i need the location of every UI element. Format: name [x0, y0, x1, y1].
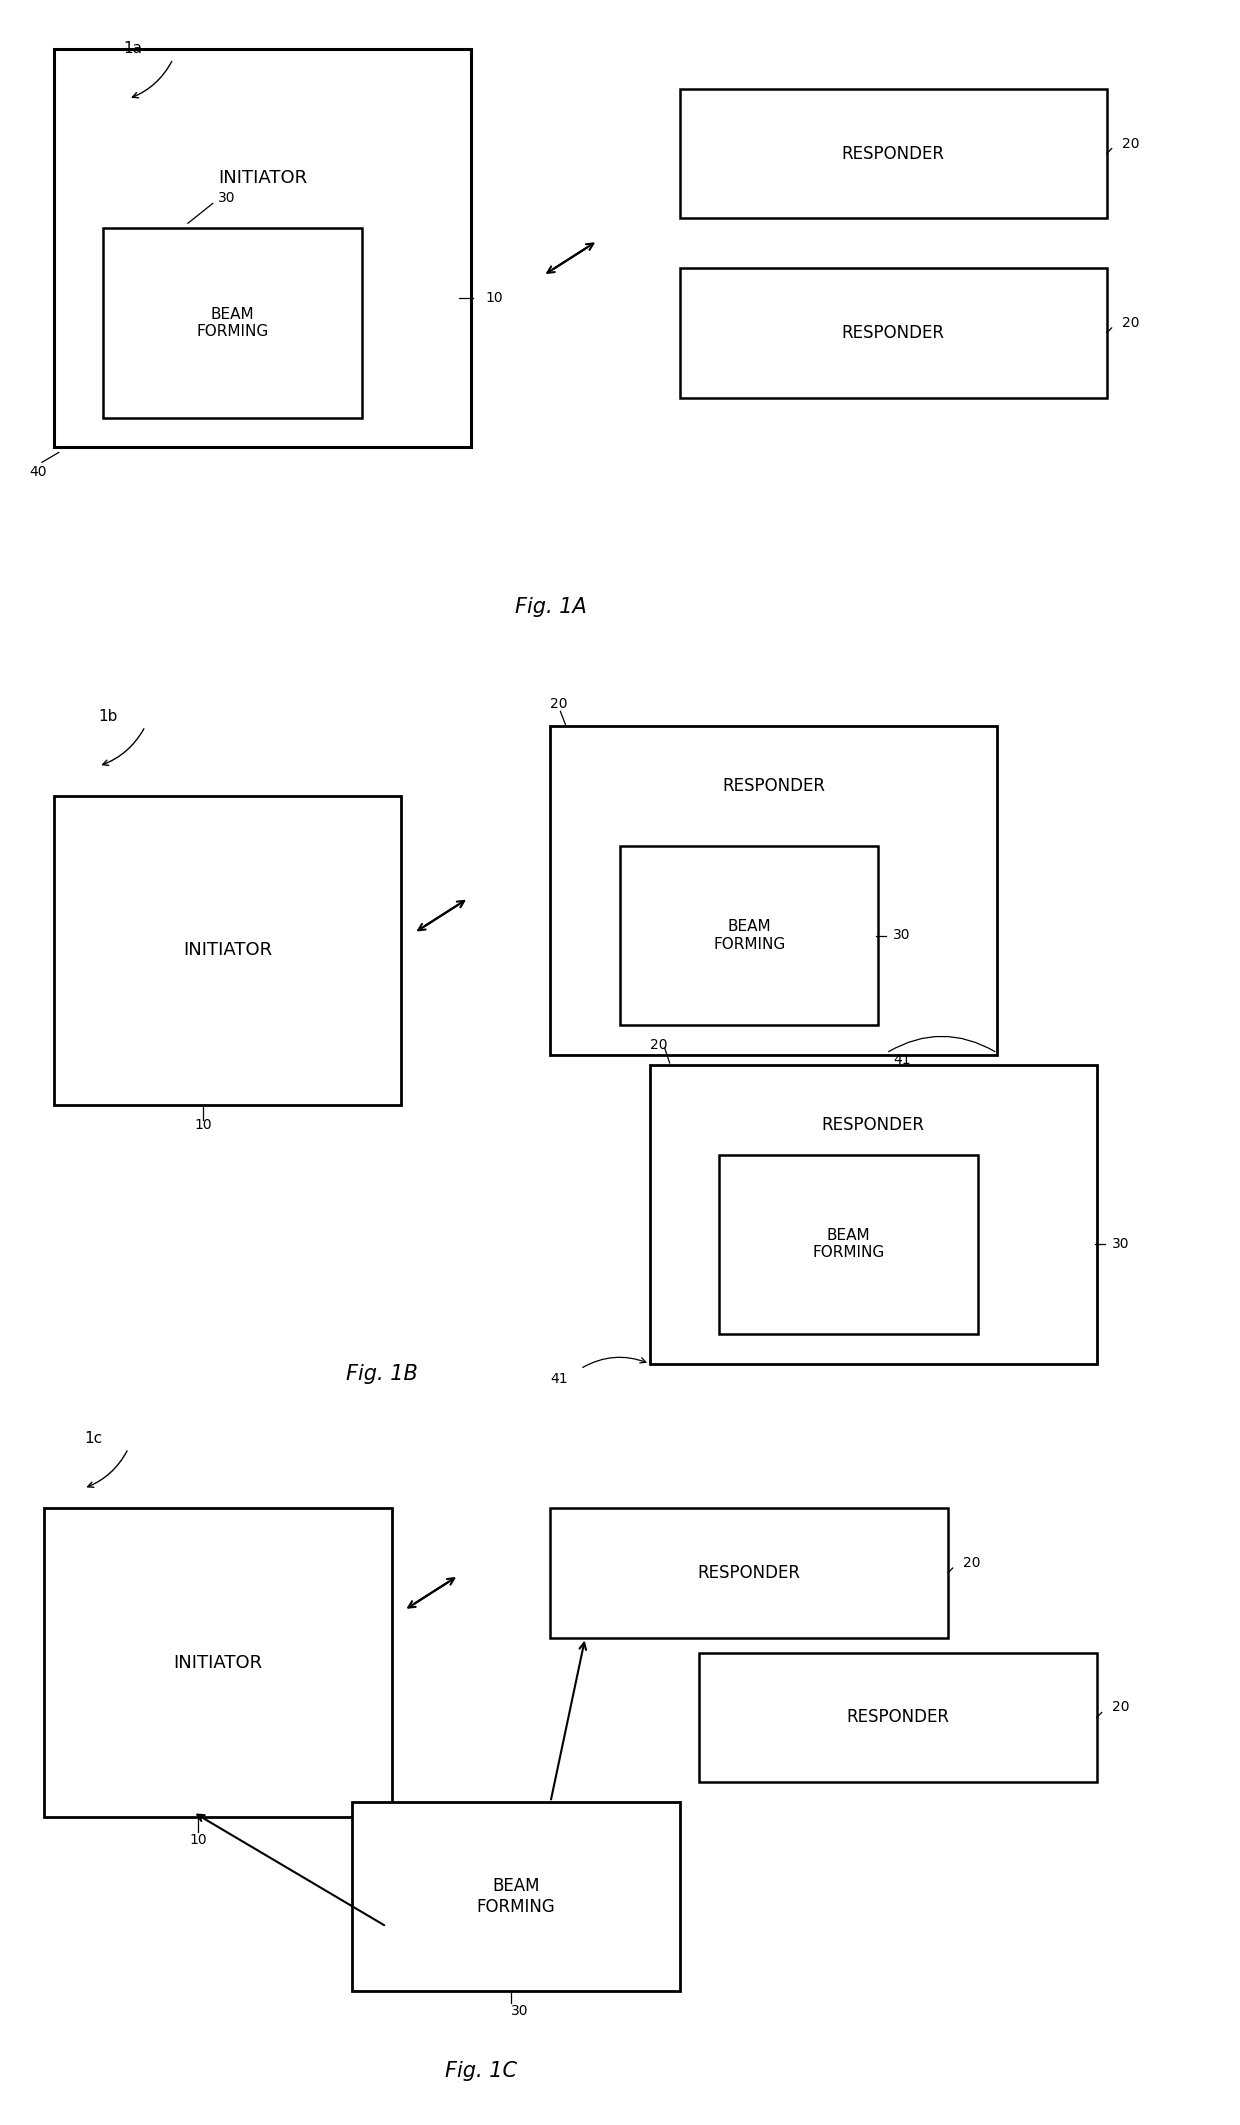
Text: 20: 20 — [1122, 136, 1140, 151]
Text: 10: 10 — [486, 291, 503, 306]
Bar — [43, 1509, 392, 1817]
Bar — [53, 797, 402, 1105]
Text: 41: 41 — [551, 1373, 568, 1386]
Text: 20: 20 — [650, 1039, 667, 1052]
Bar — [719, 1154, 977, 1334]
Text: BEAM
FORMING: BEAM FORMING — [812, 1228, 884, 1260]
Text: 20: 20 — [1112, 1700, 1130, 1715]
Text: BEAM
FORMING: BEAM FORMING — [713, 920, 785, 952]
Bar — [680, 89, 1107, 219]
Text: 1b: 1b — [99, 710, 118, 725]
Bar — [699, 1653, 1096, 1783]
Bar — [352, 1802, 680, 1991]
Text: 30: 30 — [1112, 1237, 1130, 1252]
Bar — [53, 49, 471, 448]
Text: INITIATOR: INITIATOR — [174, 1653, 263, 1672]
Text: BEAM
FORMING: BEAM FORMING — [196, 306, 269, 340]
Bar — [680, 268, 1107, 397]
Text: RESPONDER: RESPONDER — [842, 144, 945, 164]
Text: 20: 20 — [551, 697, 568, 712]
Bar — [551, 727, 997, 1054]
Text: 10: 10 — [188, 1834, 207, 1847]
Text: Fig. 1C: Fig. 1C — [445, 2061, 517, 2080]
Bar — [103, 227, 362, 416]
Text: BEAM
FORMING: BEAM FORMING — [476, 1876, 556, 1917]
Text: INITIATOR: INITIATOR — [184, 941, 273, 960]
Text: 40: 40 — [29, 465, 46, 480]
Text: Fig. 1A: Fig. 1A — [515, 597, 587, 616]
Text: RESPONDER: RESPONDER — [698, 1564, 801, 1581]
Text: 30: 30 — [511, 2004, 528, 2019]
Text: RESPONDER: RESPONDER — [723, 778, 826, 795]
Text: 1c: 1c — [84, 1430, 103, 1445]
Text: 20: 20 — [962, 1556, 980, 1570]
Text: RESPONDER: RESPONDER — [822, 1116, 925, 1135]
Text: RESPONDER: RESPONDER — [847, 1708, 950, 1726]
Text: 30: 30 — [218, 191, 236, 206]
Text: 30: 30 — [893, 929, 910, 944]
Text: 10: 10 — [193, 1118, 212, 1133]
Bar — [551, 1509, 947, 1638]
Text: Fig. 1B: Fig. 1B — [346, 1364, 418, 1383]
Bar — [650, 1065, 1096, 1364]
Text: 20: 20 — [1122, 317, 1140, 329]
Text: 41: 41 — [893, 1054, 910, 1067]
Text: RESPONDER: RESPONDER — [842, 323, 945, 342]
Text: 1a: 1a — [124, 42, 143, 57]
Text: INITIATOR: INITIATOR — [218, 170, 308, 187]
Bar — [620, 846, 878, 1024]
